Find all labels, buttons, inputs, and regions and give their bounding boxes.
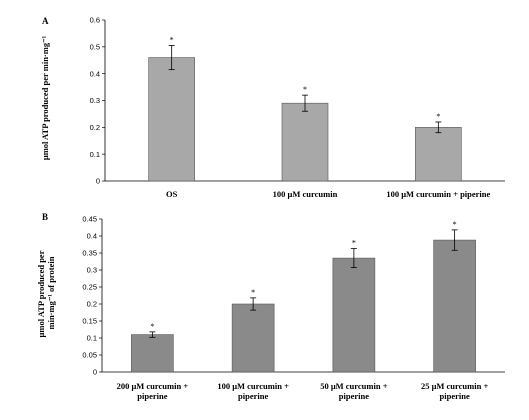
panel-a-significance-star: * xyxy=(170,35,174,44)
panel-b-category-label-line: 50 μM curcumin + xyxy=(320,381,388,391)
panel-b-y-tick-label: 0.15 xyxy=(82,317,97,326)
panel-b-category-label: 200 μM curcumin + piperine xyxy=(117,381,189,401)
panel-a-category-label-line: OS xyxy=(166,189,178,199)
panel-b-y-axis-label-line-2: min·mg⁻¹ of protein xyxy=(46,256,56,329)
panel-b-label: B xyxy=(42,212,48,222)
panel-b-significance-star: * xyxy=(150,322,154,331)
panel-b-bar xyxy=(433,239,476,373)
panel-a-bar xyxy=(281,102,329,182)
panel-b-y-tick-label: 0.05 xyxy=(82,351,97,360)
panel-b-y-tick-label: 0.2 xyxy=(87,300,97,309)
panel-b-significance-star: * xyxy=(251,288,255,297)
panel-b-axes: 0 0.05 0.1 0.15 0.2 0.25 0.3 0.35 0.4 0.45 * 200 μM… xyxy=(82,215,505,401)
panel-b-y-axis-label-line-1: μmol ATP produced per xyxy=(36,250,46,337)
panel-b-category-label: 25 μM curcumin + piperine xyxy=(421,381,489,401)
panel-b-significance-star: * xyxy=(453,220,457,229)
panel-b-category-label-line: 25 μM curcumin + xyxy=(421,381,489,391)
panel-a-y-tick-label: 0.2 xyxy=(90,123,100,132)
panel-a-category-label-line: 100 μM curcumin + piperine xyxy=(386,189,490,199)
panel-b-y-tick-label: 0.45 xyxy=(82,215,97,224)
panel-b-bar xyxy=(131,334,174,373)
panel-a-category-label: OS xyxy=(166,189,178,199)
panel-b-bar xyxy=(231,303,275,373)
panel-a-label: A xyxy=(42,16,49,26)
panel-b-y-tick-label: 0.1 xyxy=(87,334,97,343)
panel-b: B μmol ATP produced per min·mg⁻¹ of prot… xyxy=(36,212,505,401)
panel-b-bar xyxy=(332,257,376,373)
panel-b-category-label: 100 μM curcumin + piperine xyxy=(217,381,289,401)
panel-b-y-tick-label: 0 xyxy=(93,368,97,377)
panel-b-category-label-line: piperine xyxy=(137,391,167,401)
panel-b-y-tick-label: 0.3 xyxy=(87,266,97,275)
panel-b-y-tick-label: 0.35 xyxy=(82,249,97,258)
panel-b-y-axis-label: μmol ATP produced per min·mg⁻¹ of protei… xyxy=(36,249,56,338)
panel-a-y-tick-label: 0.1 xyxy=(90,150,100,159)
panel-a-significance-star: * xyxy=(436,112,440,121)
panel-a-bar xyxy=(415,127,462,182)
panel-b-category-label-line: piperine xyxy=(440,391,470,401)
panel-b-category-label-line: piperine xyxy=(339,391,369,401)
panel-a-category-label: 100 μM curcumin xyxy=(273,189,338,199)
panel-a-y-axis-label: μmol ATP produced per min·mg⁻¹ xyxy=(40,35,50,160)
panel-a: A μmol ATP produced per min·mg⁻¹ 0 0.1 0.2… xyxy=(40,16,505,199)
panel-a-y-tick-label: 0.3 xyxy=(90,96,100,105)
panel-b-significance-star: * xyxy=(352,239,356,248)
panel-b-category-label: 50 μM curcumin + piperine xyxy=(320,381,388,401)
panel-a-bar xyxy=(148,57,195,182)
panel-a-y-tick-label: 0.6 xyxy=(90,16,100,25)
panel-a-y-tick-label: 0 xyxy=(96,177,100,186)
panel-b-category-label-line: piperine xyxy=(238,391,268,401)
panel-a-significance-star: * xyxy=(303,85,307,94)
panel-b-y-tick-label: 0.4 xyxy=(87,232,97,241)
panel-a-category-label: 100 μM curcumin + piperine xyxy=(386,189,490,199)
panel-a-axes: 0 0.1 0.2 0.3 0.4 0.5 0.6 * OS * 100 μM curcumin * 1… xyxy=(90,16,505,199)
panel-b-category-label-line: 100 μM curcumin + xyxy=(217,381,289,391)
panel-a-y-tick-label: 0.5 xyxy=(90,42,100,51)
panel-b-y-tick-label: 0.25 xyxy=(82,283,97,292)
panel-a-category-label-line: 100 μM curcumin xyxy=(273,189,338,199)
panel-b-category-label-line: 200 μM curcumin + xyxy=(117,381,189,391)
panel-a-y-tick-label: 0.4 xyxy=(90,69,100,78)
